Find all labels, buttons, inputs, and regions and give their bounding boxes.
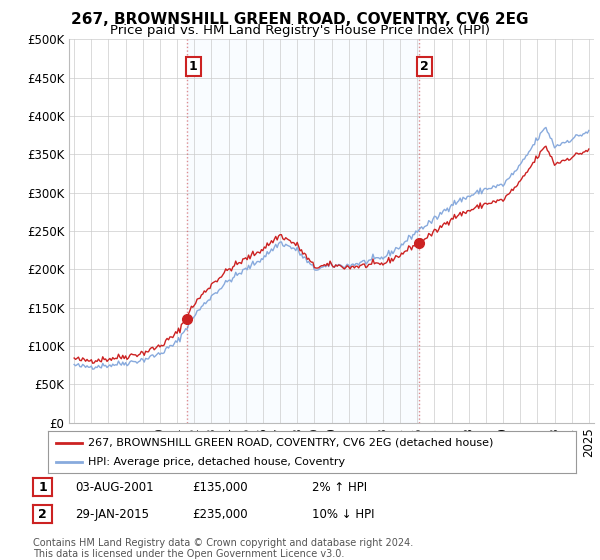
Text: HPI: Average price, detached house, Coventry: HPI: Average price, detached house, Cove… [88, 457, 345, 467]
Text: 10% ↓ HPI: 10% ↓ HPI [312, 507, 374, 521]
Text: Contains HM Land Registry data © Crown copyright and database right 2024.
This d: Contains HM Land Registry data © Crown c… [33, 538, 413, 559]
Text: 267, BROWNSHILL GREEN ROAD, COVENTRY, CV6 2EG: 267, BROWNSHILL GREEN ROAD, COVENTRY, CV… [71, 12, 529, 27]
Text: 267, BROWNSHILL GREEN ROAD, COVENTRY, CV6 2EG (detached house): 267, BROWNSHILL GREEN ROAD, COVENTRY, CV… [88, 437, 493, 447]
Bar [187, 39, 419, 423]
Text: 29-JAN-2015: 29-JAN-2015 [75, 507, 149, 521]
Text: Price paid vs. HM Land Registry's House Price Index (HPI): Price paid vs. HM Land Registry's House … [110, 24, 490, 36]
Text: 03-AUG-2001: 03-AUG-2001 [75, 480, 154, 494]
Text: £235,000: £235,000 [192, 507, 248, 521]
Text: 1: 1 [189, 60, 197, 73]
Text: 2: 2 [421, 60, 429, 73]
Text: 2: 2 [38, 507, 47, 521]
Text: 2% ↑ HPI: 2% ↑ HPI [312, 480, 367, 494]
Text: 1: 1 [38, 480, 47, 494]
Text: £135,000: £135,000 [192, 480, 248, 494]
